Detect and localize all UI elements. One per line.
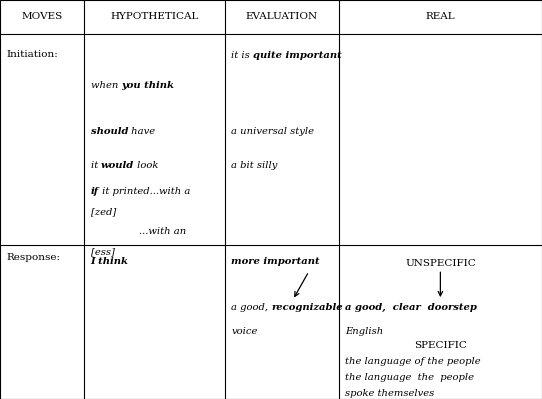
Text: Response:: Response:: [7, 253, 61, 263]
Text: the language  the  people: the language the people: [345, 373, 474, 381]
Text: the language of the people: the language of the people: [345, 357, 481, 365]
Text: a good,: a good,: [231, 303, 272, 312]
Text: REAL: REAL: [425, 12, 455, 22]
Text: [zed]: [zed]: [91, 207, 116, 216]
Text: UNSPECIFIC: UNSPECIFIC: [405, 259, 476, 269]
Text: should: should: [91, 127, 128, 136]
Text: spoke themselves: spoke themselves: [345, 389, 435, 397]
Text: if: if: [91, 187, 99, 196]
Text: quite important: quite important: [253, 51, 342, 60]
Text: look: look: [134, 161, 158, 170]
Text: SPECIFIC: SPECIFIC: [414, 341, 467, 350]
Text: recognizable: recognizable: [272, 303, 343, 312]
Text: it is: it is: [231, 51, 253, 60]
Text: [ess]: [ess]: [91, 247, 114, 256]
Text: English: English: [345, 327, 384, 336]
Text: MOVES: MOVES: [21, 12, 63, 22]
Text: voice: voice: [231, 327, 258, 336]
Text: it: it: [91, 161, 101, 170]
Text: a bit silly: a bit silly: [231, 161, 278, 170]
Text: HYPOTHETICAL: HYPOTHETICAL: [110, 12, 199, 22]
Text: more important: more important: [231, 257, 320, 266]
Text: Initiation:: Initiation:: [7, 50, 58, 59]
Text: EVALUATION: EVALUATION: [246, 12, 318, 22]
Text: you think: you think: [121, 81, 174, 90]
Text: I think: I think: [91, 257, 128, 266]
Text: it printed...with a: it printed...with a: [99, 187, 190, 196]
Text: a good,  clear  doorstep: a good, clear doorstep: [345, 303, 477, 312]
Text: have: have: [128, 127, 155, 136]
Text: when: when: [91, 81, 121, 90]
Text: would: would: [101, 161, 134, 170]
Text: a universal style: a universal style: [231, 127, 314, 136]
Text: ...with an: ...with an: [139, 227, 186, 236]
